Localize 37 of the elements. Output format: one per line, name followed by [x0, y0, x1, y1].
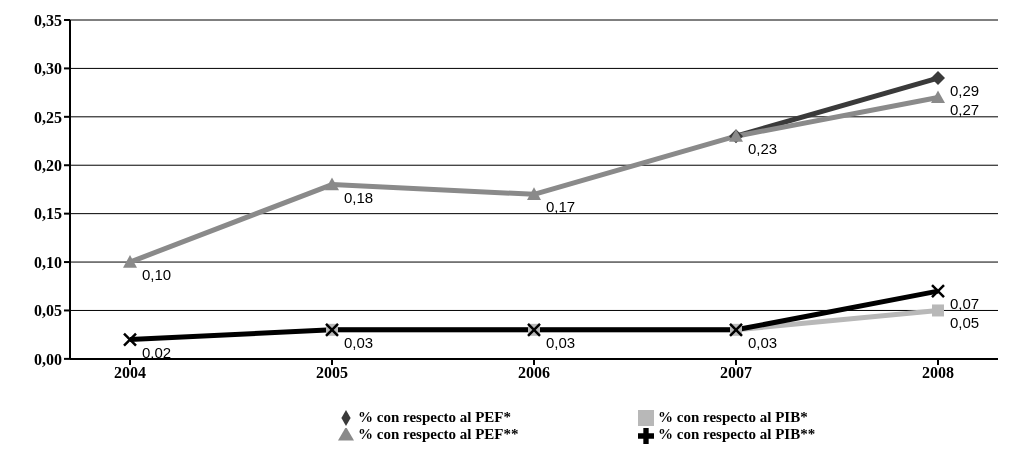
legend-label: % con respecto al PEF* — [358, 408, 513, 426]
legend-label: % con respecto al PEF** — [358, 426, 520, 444]
legend-label: % con respecto al PIB* — [658, 408, 809, 426]
x-tick-label: 2004 — [114, 364, 146, 382]
x-tick-label: 2007 — [720, 364, 752, 382]
legend-label: % con respecto al PIB** — [658, 426, 817, 444]
point — [123, 255, 137, 268]
data-label: 0,18 — [344, 188, 374, 206]
data-label: 0,03 — [344, 333, 374, 351]
data-label: 0,27 — [950, 101, 980, 119]
data-label: 0,17 — [546, 198, 576, 216]
y-tick-label: 0,10 — [34, 253, 62, 271]
data-label: 0,05 — [950, 314, 980, 332]
y-tick-label: 0,05 — [34, 302, 62, 320]
point — [930, 283, 946, 299]
point — [932, 304, 944, 317]
data-label: 0,03 — [546, 333, 576, 351]
point — [325, 177, 339, 191]
data-label: 0,02 — [142, 343, 172, 361]
y-tick-label: 0,15 — [34, 205, 62, 223]
y-tick-label: 0,35 — [34, 11, 62, 29]
x-tick-label: 2005 — [316, 364, 348, 382]
data-label: 0,29 — [950, 82, 980, 100]
data-label: 0,10 — [142, 266, 172, 284]
x-tick-label: 2006 — [518, 364, 550, 382]
point — [122, 332, 138, 347]
point — [527, 187, 541, 200]
y-tick-label: 0,20 — [34, 156, 62, 174]
y-tick-label: 0,00 — [34, 350, 62, 368]
data-label: 0,23 — [748, 140, 778, 158]
data-label: 0,03 — [748, 333, 778, 351]
y-tick-label: 0,25 — [34, 108, 62, 126]
y-tick-label: 0,30 — [34, 60, 62, 78]
data-label: 0,07 — [950, 295, 980, 313]
point — [931, 90, 945, 104]
point — [931, 71, 945, 86]
x-tick-label: 2008 — [922, 364, 954, 382]
